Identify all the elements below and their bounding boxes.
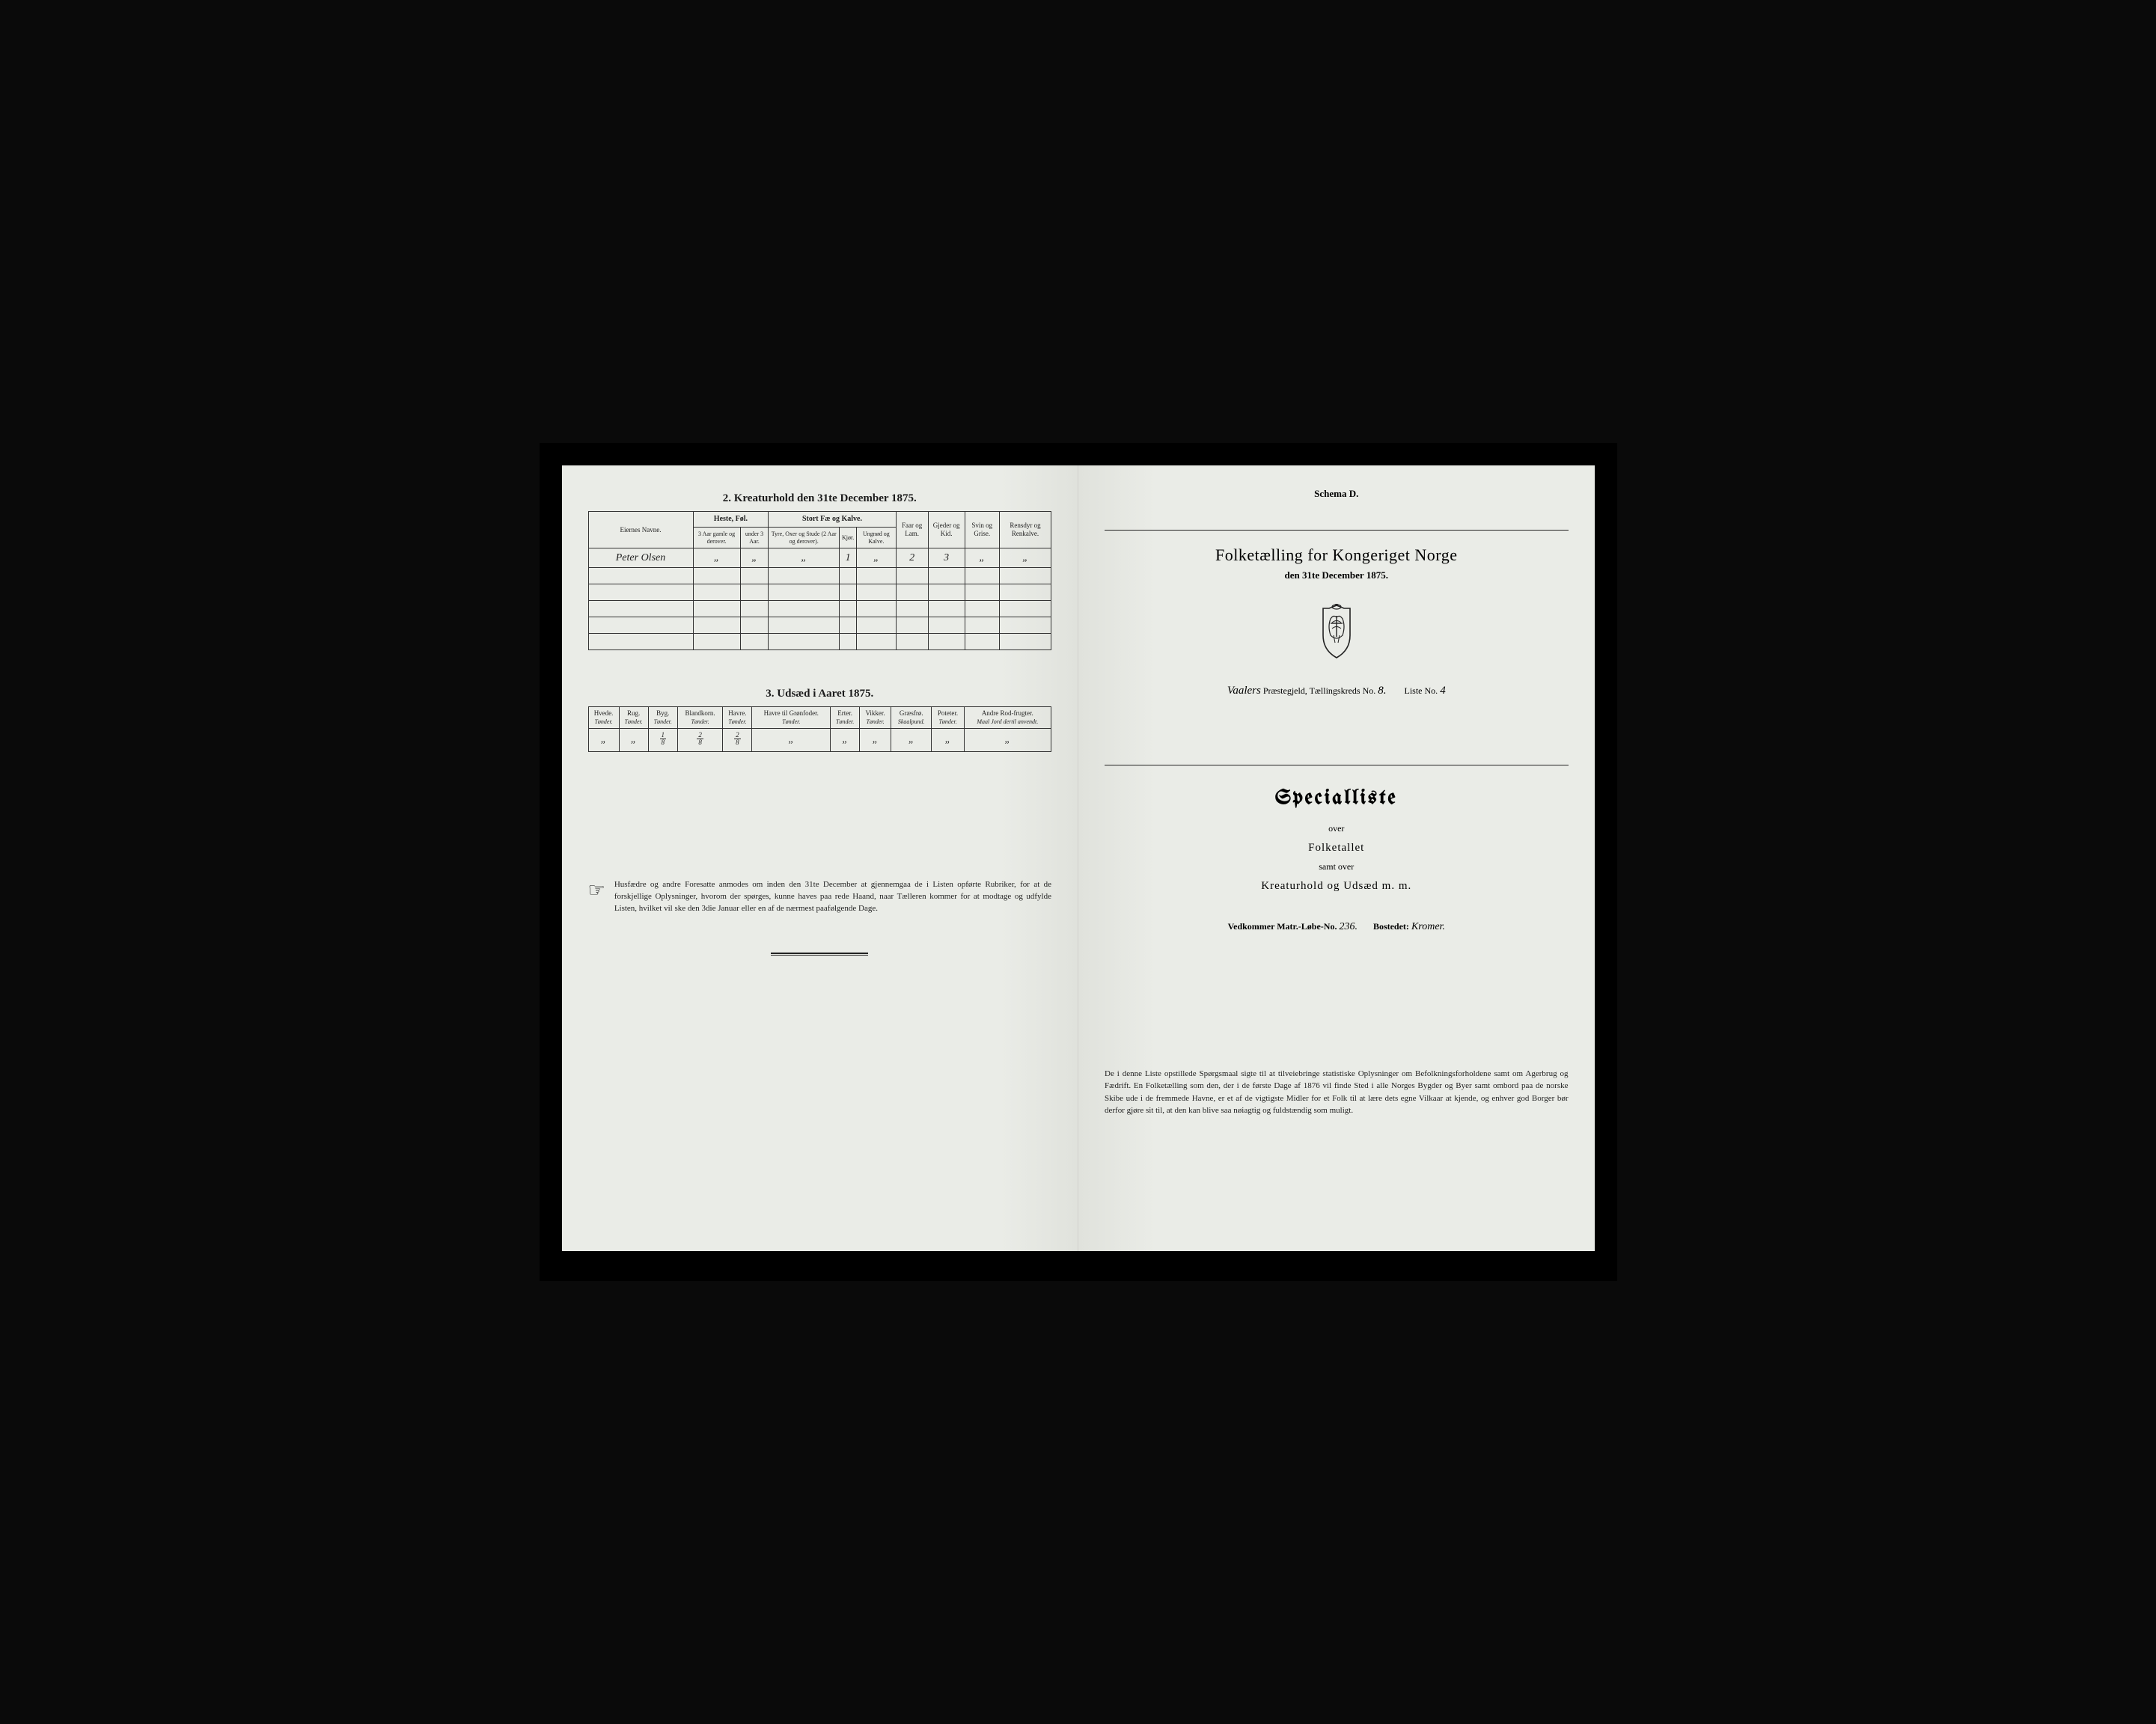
table-row: Peter Olsen „ „ „ 1 „ 2 3 „ „ (588, 548, 1051, 568)
section-2-title: 2. Kreaturhold den 31te December 1875. (588, 492, 1052, 505)
schema-label: Schema D. (1105, 488, 1569, 500)
instruction-note: ☞ Husfædre og andre Foresatte anmodes om… (588, 879, 1052, 915)
spec-samt: samt over (1105, 858, 1569, 875)
col-faar: Faar og Lam. (896, 512, 928, 548)
main-title: Folketælling for Kongeriget Norge (1105, 545, 1569, 565)
cell: „ (860, 728, 891, 751)
col-eier: Eiernes Navne. (588, 512, 693, 548)
col-gjeder: Gjeder og Kid. (928, 512, 965, 548)
pointing-hand-icon: ☞ (588, 879, 605, 900)
page-spread: 2. Kreaturhold den 31te December 1875. E… (562, 465, 1595, 1251)
cell: „ (693, 548, 740, 568)
specialliste-title: Specialliste (1105, 788, 1569, 810)
cell: „ (769, 548, 840, 568)
cell: „ (740, 548, 769, 568)
main-subtitle: den 31te December 1875. (1105, 569, 1569, 581)
section-3-title: 3. Udsæd i Aaret 1875. (588, 688, 1052, 700)
scan-frame: 2. Kreaturhold den 31te December 1875. E… (540, 443, 1617, 1281)
col-rug: Rug.Tønder. (619, 707, 648, 729)
table-row-empty (588, 601, 1051, 617)
col-hvede: Hvede.Tønder. (588, 707, 619, 729)
cell: „ (752, 728, 831, 751)
right-page: Schema D. Folketælling for Kongeriget No… (1078, 465, 1595, 1251)
col-havre: Havre.Tønder. (723, 707, 752, 729)
right-note: De i denne Liste opstillede Spørgsmaal s… (1105, 1068, 1569, 1117)
coat-of-arms-icon (1105, 604, 1569, 664)
spec-over: over (1105, 820, 1569, 837)
col-rodfrugter: Andre Rod-frugter.Maal Jord dertil anven… (964, 707, 1051, 729)
cell: „ (965, 548, 999, 568)
matr-label: Vedkommer Matr.-Løbe-No. (1228, 921, 1340, 932)
note-text: Husfædre og andre Foresatte anmodes om i… (614, 879, 1051, 915)
table-row-empty (588, 584, 1051, 601)
col-heste-3aar: 3 Aar gamle og derover. (693, 528, 740, 548)
table-row: „ „ 18 28 28 „ „ „ „ „ „ (588, 728, 1051, 751)
table-row-empty (588, 568, 1051, 584)
spec-folketallet: Folketallet (1105, 837, 1569, 859)
parish-name: Vaalers (1227, 685, 1261, 697)
cell: 28 (677, 728, 723, 751)
liste-no: 4 (1440, 685, 1446, 697)
cell-eier: Peter Olsen (588, 548, 693, 568)
parish-line: Vaalers Præstegjeld, Tællingskreds No. 8… (1105, 685, 1569, 697)
col-blandkorn: Blandkorn.Tønder. (677, 707, 723, 729)
udsaed-table: Hvede.Tønder. Rug.Tønder. Byg.Tønder. Bl… (588, 706, 1052, 752)
cell: 3 (928, 548, 965, 568)
col-rensdyr: Rensdyr og Renkalve. (999, 512, 1051, 548)
kreds-no: 8. (1378, 685, 1386, 697)
table-row-empty (588, 617, 1051, 634)
decorative-rule (771, 953, 868, 956)
col-vikker: Vikker.Tønder. (860, 707, 891, 729)
spec-kreatur: Kreaturhold og Udsæd m. m. (1105, 875, 1569, 897)
col-svin: Svin og Grise. (965, 512, 999, 548)
col-ungnod: Ungnød og Kalve. (857, 528, 896, 548)
kreaturhold-table: Eiernes Navne. Heste, Føl. Stort Fæ og K… (588, 511, 1052, 650)
cell: 2 (896, 548, 928, 568)
rule (1105, 530, 1569, 531)
liste-label: Liste No. (1405, 685, 1441, 696)
table-row-empty (588, 634, 1051, 650)
left-page: 2. Kreaturhold den 31te December 1875. E… (562, 465, 1079, 1251)
col-erter: Erter.Tønder. (831, 707, 860, 729)
col-graesfro: Græsfrø.Skaalpund. (891, 707, 932, 729)
bosted-value: Kromer. (1411, 921, 1445, 932)
matr-line: Vedkommer Matr.-Løbe-No. 236. Bostedet: … (1105, 921, 1569, 933)
cell: „ (932, 728, 964, 751)
cell: „ (964, 728, 1051, 751)
cell: „ (999, 548, 1051, 568)
cell: 1 (839, 548, 856, 568)
col-byg: Byg.Tønder. (648, 707, 677, 729)
cell: „ (857, 548, 896, 568)
col-heste-under3: under 3 Aar. (740, 528, 769, 548)
col-havre-gron: Havre til Grønfoder.Tønder. (752, 707, 831, 729)
specialliste-block: over Folketallet samt over Kreaturhold o… (1105, 820, 1569, 897)
parish-label: Præstegjeld, Tællingskreds No. (1263, 685, 1378, 696)
cell: 28 (723, 728, 752, 751)
cell: „ (831, 728, 860, 751)
cell: „ (891, 728, 932, 751)
col-kjor: Kjør. (839, 528, 856, 548)
col-tyre: Tyre, Oxer og Stude (2 Aar og derover). (769, 528, 840, 548)
colgroup-heste: Heste, Føl. (693, 512, 769, 528)
col-poteter: Poteter.Tønder. (932, 707, 964, 729)
cell: 18 (648, 728, 677, 751)
colgroup-fae: Stort Fæ og Kalve. (769, 512, 896, 528)
bosted-label: Bostedet: (1373, 921, 1411, 932)
matr-no: 236. (1339, 921, 1358, 932)
cell: „ (588, 728, 619, 751)
cell: „ (619, 728, 648, 751)
